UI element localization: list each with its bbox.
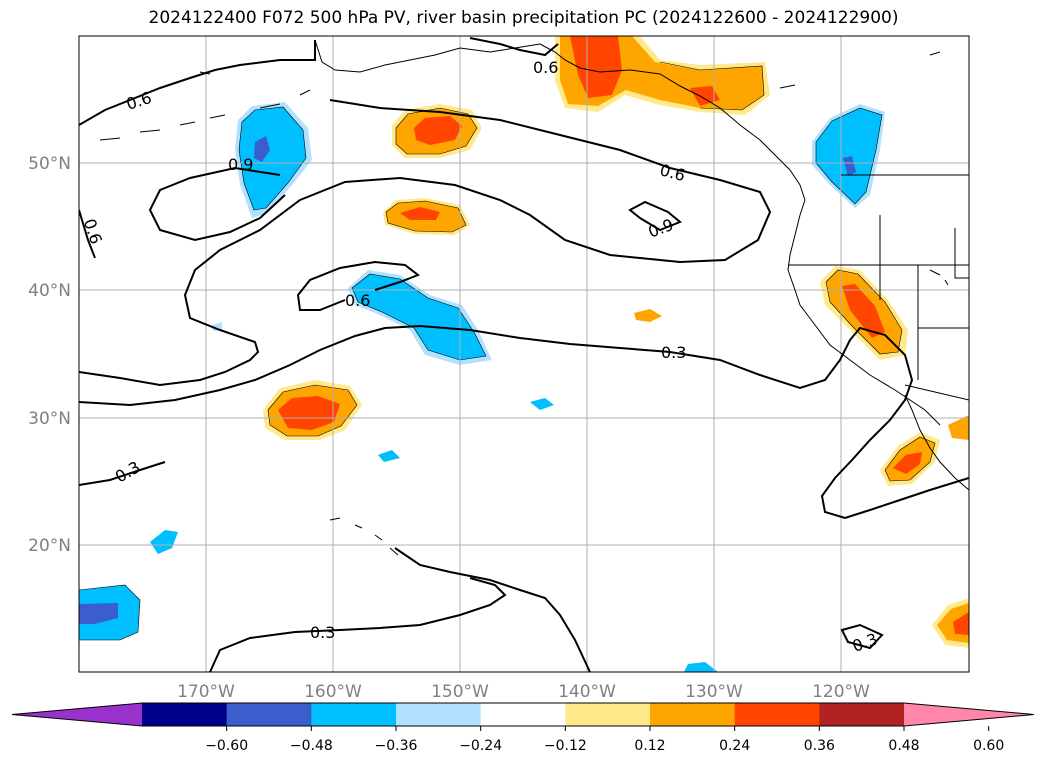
lat-label: 30°N bbox=[28, 409, 71, 429]
precip-positive-region bbox=[948, 415, 969, 440]
precip-positive-region bbox=[570, 36, 622, 98]
precip-negative-region bbox=[239, 107, 306, 210]
pv-contour-0.3 bbox=[394, 547, 591, 672]
pv-contour-0.9 bbox=[628, 200, 682, 232]
precip-negative-region bbox=[150, 530, 178, 554]
colorbar-tick-label: 0.24 bbox=[719, 738, 750, 754]
contour-label: 0.3 bbox=[310, 623, 335, 642]
precip-negative-region bbox=[352, 274, 486, 360]
aleutian-islands bbox=[99, 89, 311, 141]
pv-contour-0.3 bbox=[209, 577, 507, 672]
lon-label: 160°W bbox=[304, 682, 362, 702]
colorbar-segment bbox=[226, 703, 312, 726]
colorbar-segment bbox=[565, 703, 651, 726]
map-frame bbox=[78, 35, 970, 673]
colorbar-tick-label: 0.60 bbox=[973, 738, 1004, 754]
contour-label: 0.9 bbox=[228, 155, 253, 174]
lon-label: 150°W bbox=[431, 682, 489, 702]
hawaii-islands bbox=[329, 517, 399, 556]
precip-negative-region bbox=[684, 662, 718, 672]
colorbar-tick-label: −0.60 bbox=[205, 738, 248, 754]
contour-label: 0.6 bbox=[345, 291, 370, 310]
colorbar-segment bbox=[142, 703, 228, 726]
pv-contour-0.9 bbox=[148, 166, 286, 242]
precip-positive-region bbox=[893, 452, 922, 474]
pv-contour-0.6 bbox=[79, 209, 96, 259]
map-title: 2024122400 F072 500 hPa PV, river basin … bbox=[148, 8, 899, 28]
lon-label: 130°W bbox=[685, 682, 743, 702]
contour-label: 0.3 bbox=[661, 343, 686, 362]
pv-contour-0.3 bbox=[79, 461, 166, 486]
colorbar: −0.60 −0.48 −0.36 −0.24 −0.12 0.12 0.24 0.36 0.4… bbox=[11, 702, 1035, 754]
precip-positive-region bbox=[842, 284, 885, 338]
colorbar-tick-label: −0.12 bbox=[544, 738, 587, 754]
colorbar-segment bbox=[650, 703, 736, 726]
alaska-coast bbox=[539, 43, 806, 201]
precip-positive-region bbox=[634, 309, 662, 322]
colorbar-tick-label: 0.36 bbox=[804, 738, 835, 754]
colorbar-extend-high bbox=[904, 703, 1034, 726]
precip-positive-region bbox=[414, 116, 462, 145]
pv-contour-0.6 bbox=[296, 260, 421, 311]
lat-label: 20°N bbox=[28, 536, 71, 556]
precip-negative-region bbox=[79, 603, 118, 624]
lat-label: 40°N bbox=[28, 281, 71, 301]
precip-negative-region bbox=[843, 156, 856, 176]
pv-contour-0.6 bbox=[469, 37, 559, 57]
precip-negative-region bbox=[378, 450, 400, 462]
pv-contours bbox=[79, 37, 969, 672]
latitude-labels: 50°N 40°N 30°N 20°N bbox=[28, 154, 71, 556]
precip-positive-region bbox=[690, 86, 720, 106]
lon-label: 170°W bbox=[177, 682, 235, 702]
colorbar-segment bbox=[819, 703, 905, 726]
colorbar-tick-label: −0.48 bbox=[290, 738, 333, 754]
precip-positive-region bbox=[400, 207, 440, 220]
colorbar-segment bbox=[480, 703, 566, 726]
precip-positive-region bbox=[278, 396, 340, 430]
precip-negative-region bbox=[254, 136, 270, 162]
pv-contour-0.6 bbox=[79, 40, 316, 126]
colorbar-tick-label: −0.24 bbox=[459, 738, 502, 754]
precip-positive-region bbox=[953, 612, 969, 635]
state-borders bbox=[788, 215, 969, 401]
colorbar-segment bbox=[311, 703, 397, 726]
pv-contour-0.6 bbox=[79, 99, 772, 387]
colorbar-outline bbox=[11, 702, 1035, 727]
colorbar-tick-label: −0.36 bbox=[375, 738, 418, 754]
precip-shading bbox=[79, 36, 969, 672]
precip-negative-region bbox=[530, 398, 554, 410]
baja-coast bbox=[904, 394, 969, 491]
colorbar-extend-low bbox=[12, 703, 142, 726]
alaska-coast bbox=[314, 39, 541, 73]
pv-contour-0.3 bbox=[79, 324, 969, 520]
lat-label: 50°N bbox=[28, 154, 71, 174]
precip-negative-region bbox=[816, 108, 882, 204]
pv-contour-0.3 bbox=[840, 623, 884, 650]
colorbar-segment bbox=[396, 703, 482, 726]
contour-label: 0.6 bbox=[533, 58, 558, 77]
colorbar-segment bbox=[734, 703, 820, 726]
west-coast bbox=[787, 199, 941, 426]
lon-label: 140°W bbox=[558, 682, 616, 702]
colorbar-tick-label: 0.12 bbox=[634, 738, 665, 754]
colorbar-tick-label: 0.48 bbox=[888, 738, 919, 754]
longitude-labels: 170°W 160°W 150°W 140°W 130°W 120°W bbox=[177, 682, 870, 702]
lon-label: 120°W bbox=[812, 682, 870, 702]
